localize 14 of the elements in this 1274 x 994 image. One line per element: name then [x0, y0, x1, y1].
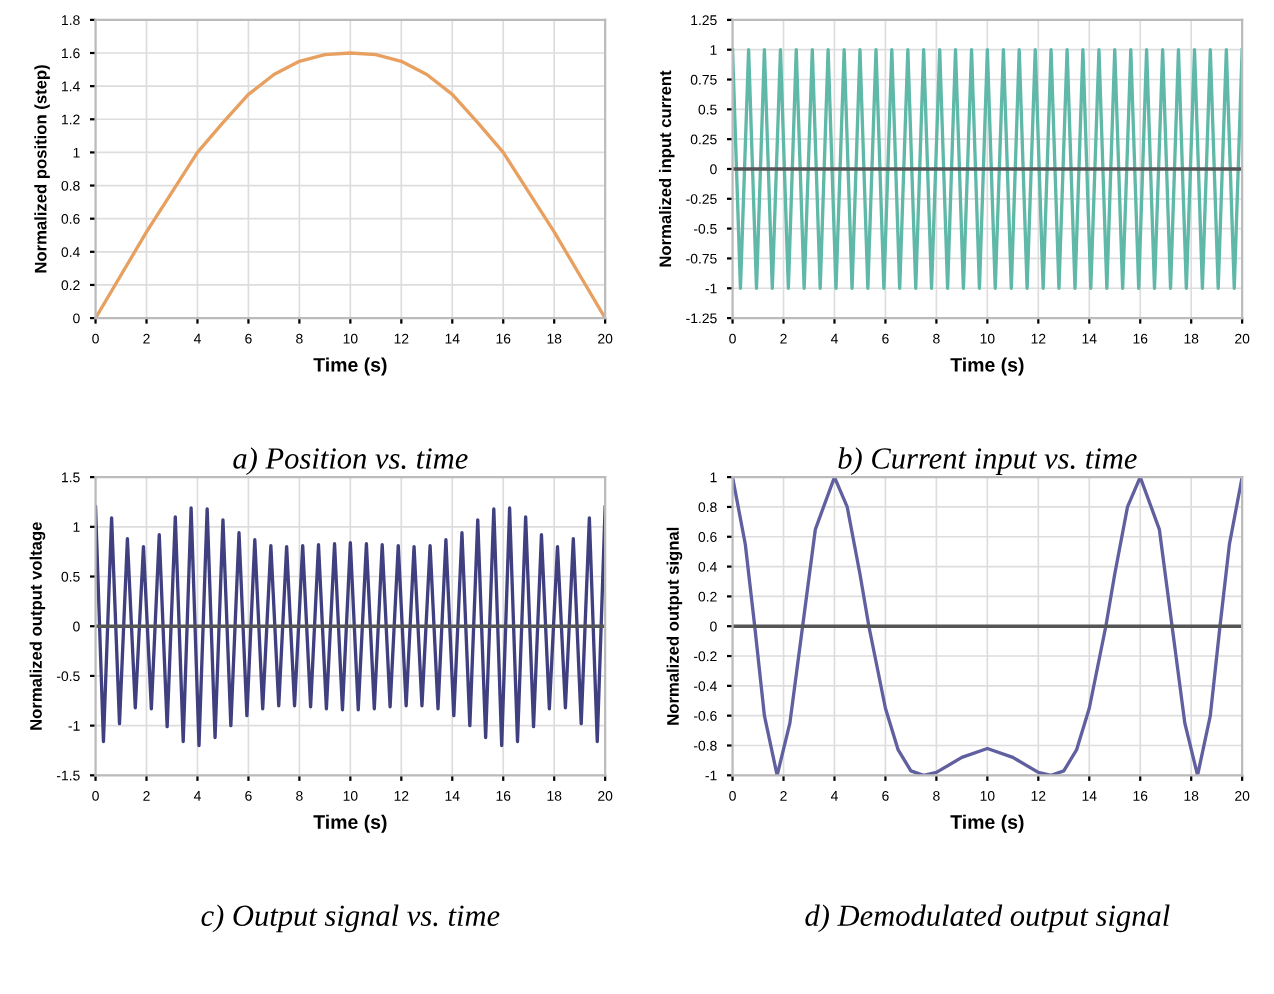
x-axis-title: Time (s) — [950, 357, 1024, 376]
y-axis-title: Normalized output signal — [666, 527, 683, 725]
y-axis-title: Normalized output voltage — [29, 522, 46, 730]
y-axis-title: Normalized position (step) — [34, 65, 50, 273]
text: a) Position vs. time — [233, 447, 468, 476]
text: c) Output signal vs. time — [201, 904, 500, 933]
x-axis-title: Time (s) — [313, 814, 387, 833]
x-axis-title: Time (s) — [950, 814, 1024, 833]
line-series — [732, 477, 1243, 776]
text: d) Demodulated output signal — [805, 904, 1170, 933]
line-series — [95, 505, 606, 748]
text: b) Current input vs. time — [838, 447, 1137, 476]
y-axis-title: Normalized input current — [658, 70, 675, 267]
x-axis-title: Time (s) — [313, 357, 387, 376]
